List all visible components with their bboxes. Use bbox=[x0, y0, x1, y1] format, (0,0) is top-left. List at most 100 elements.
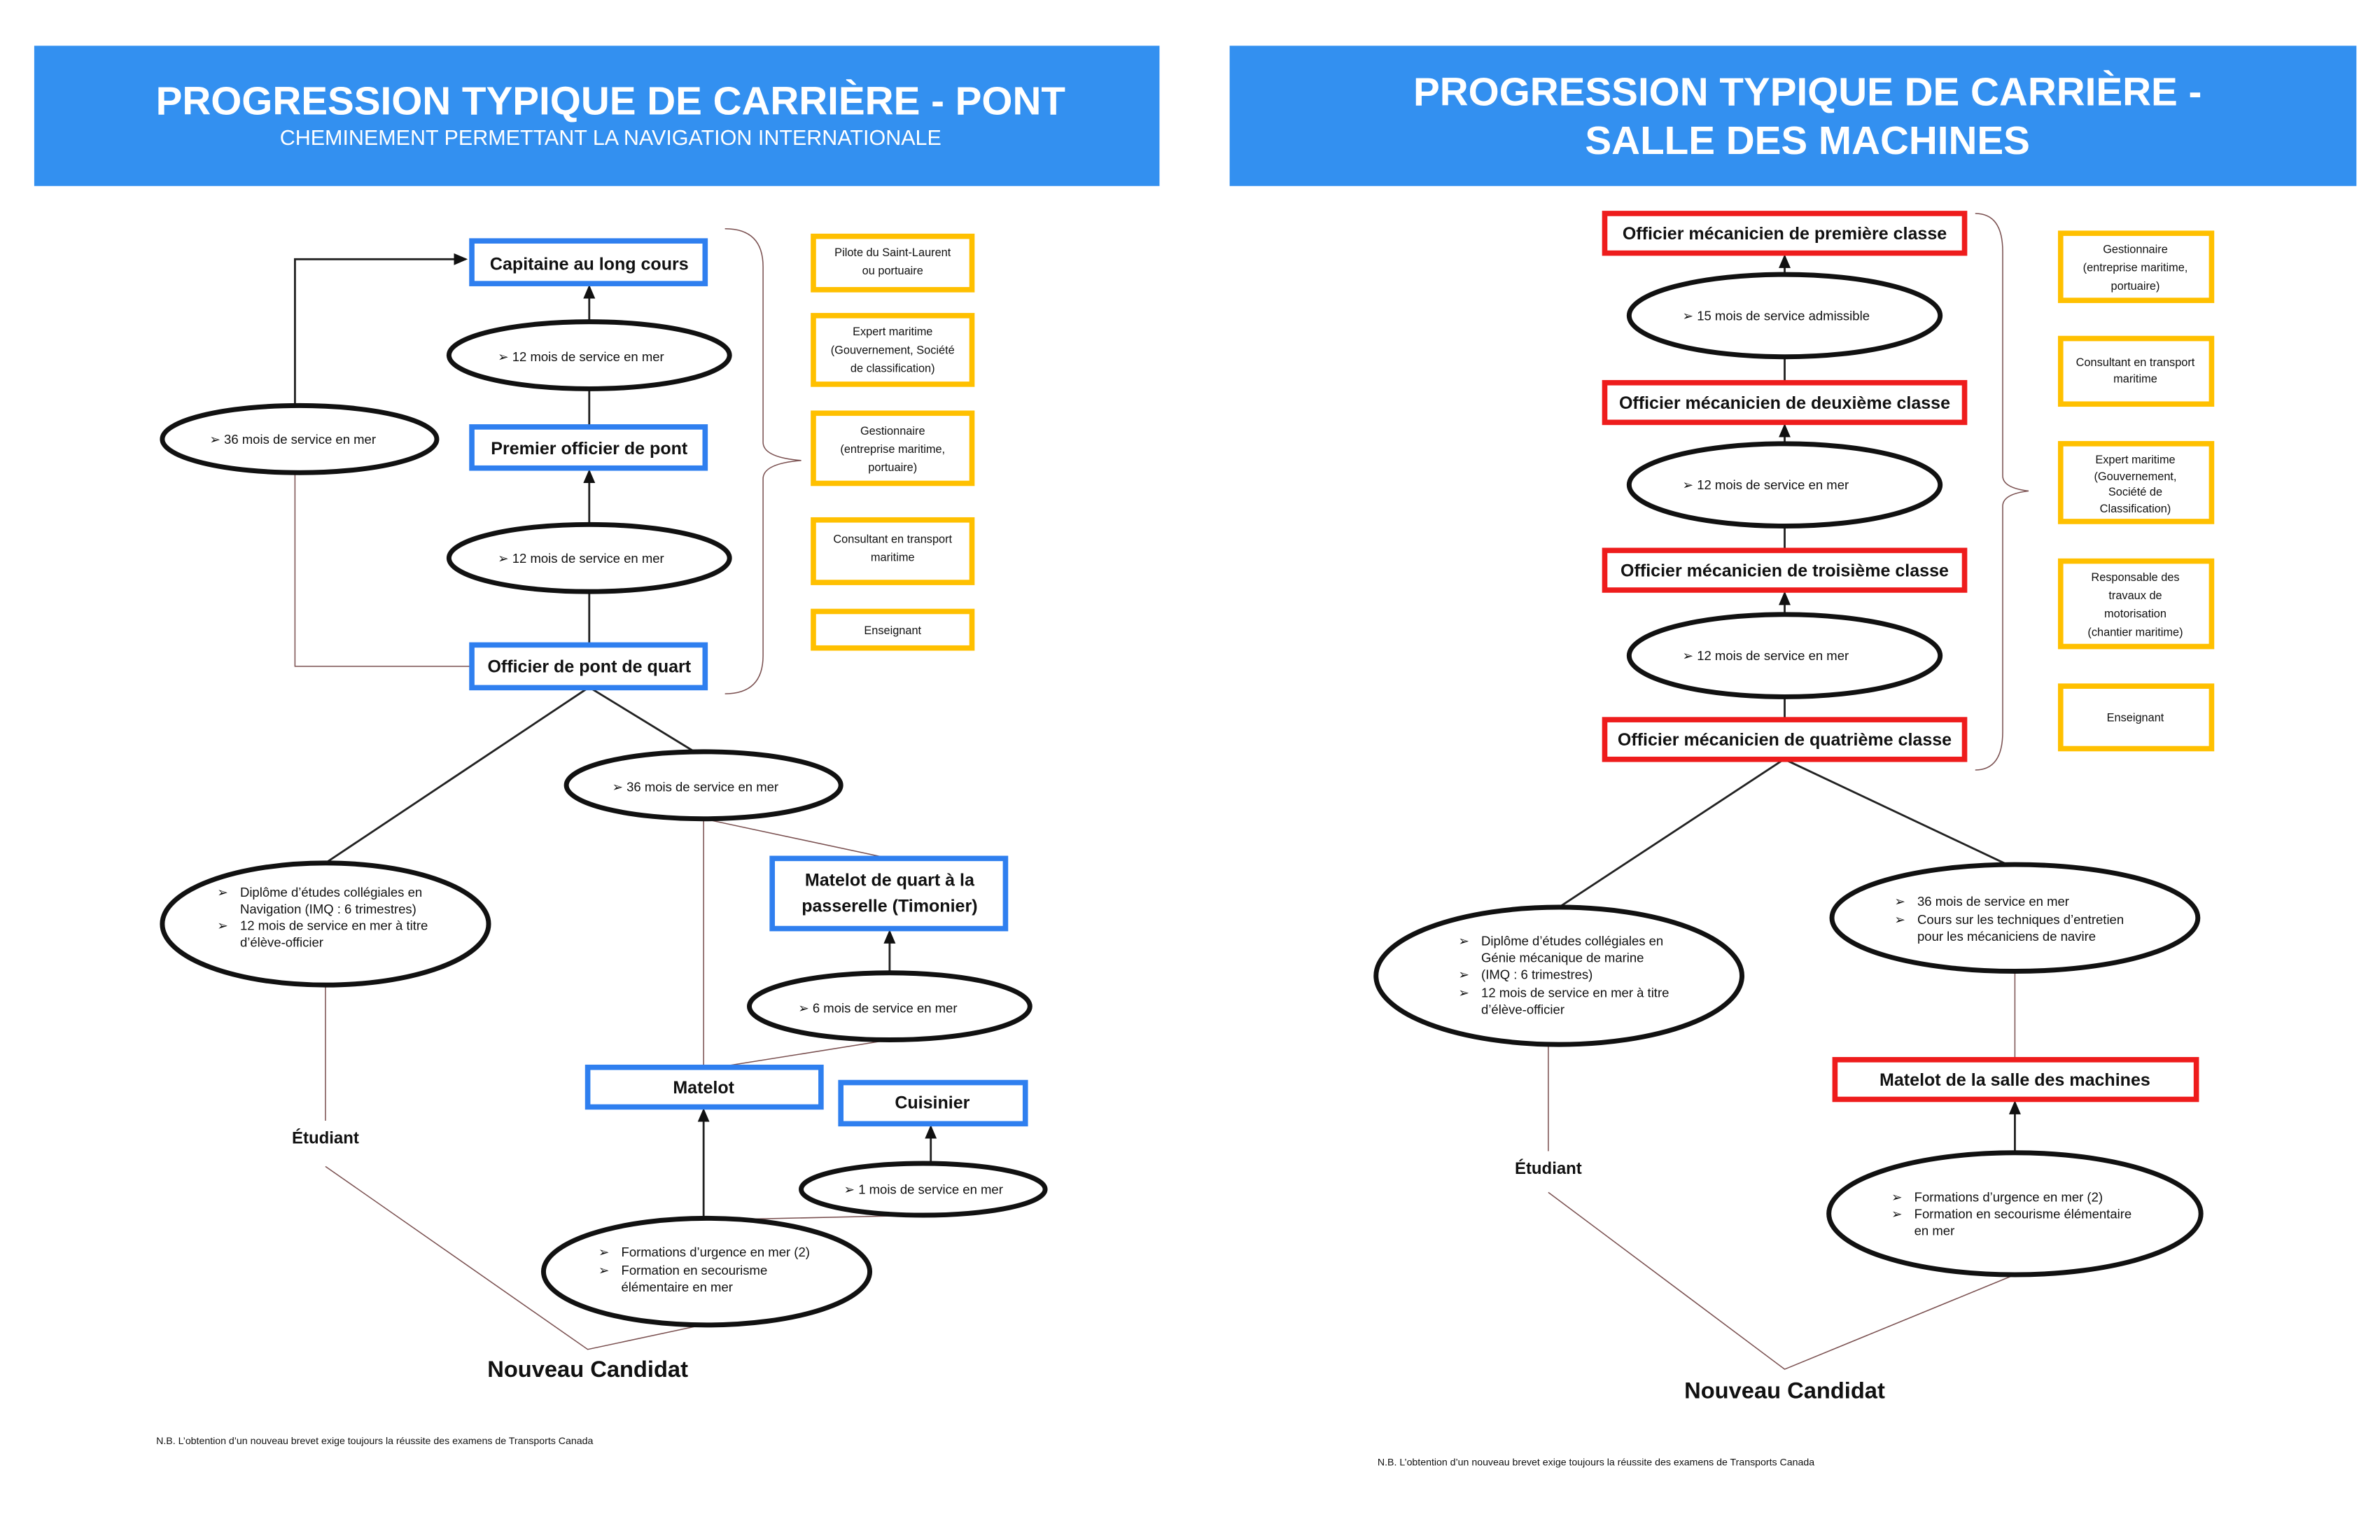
svg-text:➢ 12 mois de service en mer: ➢ 12 mois de service en mer bbox=[498, 551, 664, 566]
svg-text:Formation en secourisme élémen: Formation en secourisme élémentaire bbox=[1914, 1206, 2132, 1221]
alt-consultant: Consultant en transport maritime bbox=[2057, 335, 2215, 407]
svg-text:Expert maritime: Expert maritime bbox=[853, 326, 932, 338]
req-1-mois: ➢ 1 mois de service en mer bbox=[799, 1161, 1048, 1218]
deck-etudiant: Étudiant bbox=[292, 1128, 359, 1148]
svg-text:Gestionnaire: Gestionnaire bbox=[860, 425, 925, 438]
svg-text:Officier mécanicien de troisiè: Officier mécanicien de troisième classe bbox=[1620, 561, 1949, 580]
rank-premiere-classe: Officier mécanicien de première classe bbox=[1602, 211, 1968, 256]
svg-text:en mer: en mer bbox=[1914, 1223, 1955, 1238]
svg-text:➢ 36 mois de service en mer: ➢ 36 mois de service en mer bbox=[612, 779, 778, 794]
svg-text:passerelle (Timonier): passerelle (Timonier) bbox=[802, 897, 977, 916]
engine-panel: PROGRESSION TYPIQUE DE CARRIÈRE - SALLE … bbox=[1229, 46, 2357, 1467]
svg-text:➢ 36 mois de service en mer: ➢ 36 mois de service en mer bbox=[209, 432, 376, 447]
svg-text:Gestionnaire: Gestionnaire bbox=[2103, 244, 2168, 256]
alt-pilote: Pilote du Saint-Laurent ou portuaire bbox=[811, 233, 975, 293]
svg-text:Diplôme d’études collégiales e: Diplôme d’études collégiales en bbox=[1481, 933, 1663, 948]
svg-text:élémentaire en mer: élémentaire en mer bbox=[622, 1280, 733, 1294]
svg-text:12 mois de service en mer à ti: 12 mois de service en mer à titre bbox=[240, 918, 428, 933]
svg-text:Formation en secourisme: Formation en secourisme bbox=[622, 1263, 768, 1278]
svg-text:➢: ➢ bbox=[1891, 1206, 1903, 1221]
alt-responsable: Responsable des travaux de motorisation (ch… bbox=[2057, 558, 2215, 650]
rank-officier-quart: Officier de pont de quart bbox=[469, 642, 708, 691]
svg-text:portuaire): portuaire) bbox=[868, 461, 917, 474]
svg-text:ou portuaire: ou portuaire bbox=[862, 265, 923, 277]
svg-text:➢ 12 mois de service en mer: ➢ 12 mois de service en mer bbox=[1683, 477, 1849, 492]
req-12-mois-premier: ➢ 12 mois de service en mer bbox=[446, 522, 732, 594]
svg-text:Matelot: Matelot bbox=[673, 1078, 734, 1098]
alt-consultant: Consultant en transport maritime bbox=[811, 517, 975, 585]
svg-text:Consultant en transport: Consultant en transport bbox=[2076, 356, 2195, 369]
svg-text:(chantier maritime): (chantier maritime) bbox=[2087, 626, 2183, 638]
req-36-mois-capitaine: ➢ 36 mois de service en mer bbox=[160, 402, 440, 475]
svg-text:Expert maritime: Expert maritime bbox=[2095, 454, 2175, 466]
req-diplome-navigation: ➢ Diplôme d’études collégiales en Navigat… bbox=[160, 860, 491, 988]
engine-nouveau-candidat: Nouveau Candidat bbox=[1684, 1377, 1885, 1403]
req-12-mois-capitaine: ➢ 12 mois de service en mer bbox=[446, 319, 732, 391]
engine-footnote: N.B. L’obtention d’un nouveau brevet exi… bbox=[1378, 1456, 1814, 1467]
svg-text:Premier officier de pont: Premier officier de pont bbox=[491, 439, 688, 458]
deck-title: PROGRESSION TYPIQUE DE CARRIÈRE - PONT bbox=[156, 78, 1065, 123]
rank-deuxieme-classe: Officier mécanicien de deuxième classe bbox=[1602, 379, 1968, 426]
deck-subtitle: CHEMINEMENT PERMETTANT LA NAVIGATION INT… bbox=[280, 126, 941, 150]
rank-capitaine: Capitaine au long cours bbox=[469, 238, 708, 286]
svg-text:Matelot de quart à la: Matelot de quart à la bbox=[805, 871, 975, 890]
engine-etudiant: Étudiant bbox=[1515, 1158, 1582, 1178]
svg-text:pour les mécaniciens de navire: pour les mécaniciens de navire bbox=[1917, 929, 2096, 944]
req-formations-machines: ➢ Formations d’urgence en mer (2) ➢ Format… bbox=[1826, 1150, 2204, 1278]
svg-text:Cuisinier: Cuisinier bbox=[895, 1093, 969, 1113]
req-36-mois-cours: ➢ 36 mois de service en mer ➢ Cours sur le… bbox=[1829, 862, 2201, 974]
deck-connectors bbox=[293, 227, 937, 1350]
svg-text:➢: ➢ bbox=[1458, 967, 1469, 981]
svg-text:Responsable des: Responsable des bbox=[2091, 571, 2179, 584]
svg-text:Société de: Société de bbox=[2108, 486, 2162, 498]
svg-text:➢: ➢ bbox=[1891, 1189, 1903, 1204]
rank-matelot: Matelot bbox=[584, 1064, 824, 1110]
svg-text:➢: ➢ bbox=[1894, 894, 1905, 909]
rank-troisieme-classe: Officier mécanicien de troisième classe bbox=[1602, 547, 1968, 593]
svg-text:➢: ➢ bbox=[217, 918, 228, 933]
req-36-mois-quart: ➢ 36 mois de service en mer bbox=[564, 749, 844, 822]
rank-quatrieme-classe: Officier mécanicien de quatrième classe bbox=[1602, 717, 1968, 762]
svg-text:➢: ➢ bbox=[598, 1245, 610, 1259]
svg-text:➢: ➢ bbox=[217, 885, 228, 899]
engine-alternatives: Gestionnaire (entreprise maritime, portuai… bbox=[2057, 230, 2215, 752]
svg-text:36 mois de service en mer: 36 mois de service en mer bbox=[1917, 894, 2069, 909]
req-12-mois-troisieme: ➢ 12 mois de service en mer bbox=[1626, 612, 1943, 699]
svg-text:de classification): de classification) bbox=[850, 362, 935, 374]
svg-text:➢ 15 mois de service admissibl: ➢ 15 mois de service admissible bbox=[1683, 308, 1870, 323]
svg-text:➢: ➢ bbox=[1458, 986, 1469, 1000]
svg-text:portuaire): portuaire) bbox=[2111, 280, 2160, 293]
svg-text:Diplôme d’études collégiales e: Diplôme d’études collégiales en bbox=[240, 885, 422, 899]
alt-gestionnaire: Gestionnaire (entreprise maritime, portuai… bbox=[2057, 230, 2215, 303]
svg-text:maritime: maritime bbox=[2113, 373, 2157, 386]
deck-footnote: N.B. L’obtention d’un nouveau brevet exi… bbox=[156, 1435, 593, 1446]
req-12-mois-deuxieme: ➢ 12 mois de service en mer bbox=[1626, 441, 1943, 528]
engine-alternatives-brace bbox=[1975, 213, 2029, 771]
svg-text:(Gouvernement,: (Gouvernement, bbox=[2094, 470, 2177, 483]
svg-text:(entreprise maritime,: (entreprise maritime, bbox=[2083, 262, 2188, 274]
req-formations: ➢ Formations d’urgence en mer (2) ➢ Format… bbox=[540, 1215, 873, 1328]
svg-text:d’élève-officier: d’élève-officier bbox=[1481, 1002, 1564, 1017]
deck-header bbox=[34, 46, 1160, 186]
svg-text:➢ 6 mois de service en mer: ➢ 6 mois de service en mer bbox=[798, 1000, 957, 1015]
deck-panel: PROGRESSION TYPIQUE DE CARRIÈRE - PONT C… bbox=[34, 46, 1160, 1446]
req-diplome-genie: ➢ Diplôme d’études collégiales en Génie m… bbox=[1373, 904, 1744, 1047]
svg-text:Formations d’urgence en mer (2: Formations d’urgence en mer (2) bbox=[1914, 1189, 2103, 1204]
svg-text:Capitaine au long cours: Capitaine au long cours bbox=[490, 255, 689, 274]
deck-alternatives: Pilote du Saint-Laurent ou portuaire Expe… bbox=[811, 233, 975, 651]
engine-title-line-2: SALLE DES MACHINES bbox=[1585, 119, 2030, 163]
svg-text:(IMQ : 6 trimestres): (IMQ : 6 trimestres) bbox=[1481, 967, 1592, 981]
rank-cuisinier: Cuisinier bbox=[838, 1079, 1028, 1127]
svg-text:Officier mécanicien de quatriè: Officier mécanicien de quatrième classe bbox=[1618, 730, 1952, 750]
engine-title-line-1: PROGRESSION TYPIQUE DE CARRIÈRE - bbox=[1413, 69, 2202, 114]
svg-text:➢: ➢ bbox=[598, 1263, 610, 1278]
req-6-mois: ➢ 6 mois de service en mer bbox=[747, 970, 1032, 1043]
svg-text:➢: ➢ bbox=[1458, 933, 1469, 948]
svg-text:Navigation (IMQ : 6 trimestres: Navigation (IMQ : 6 trimestres) bbox=[240, 902, 416, 916]
svg-text:Officier mécanicien de premièr: Officier mécanicien de première classe bbox=[1623, 224, 1947, 244]
svg-text:travaux de: travaux de bbox=[2108, 589, 2162, 602]
deck-nouveau-candidat: Nouveau Candidat bbox=[487, 1356, 688, 1382]
svg-text:Enseignant: Enseignant bbox=[864, 624, 921, 637]
alt-expert: Expert maritime (Gouvernement, Société de C… bbox=[2057, 441, 2215, 524]
